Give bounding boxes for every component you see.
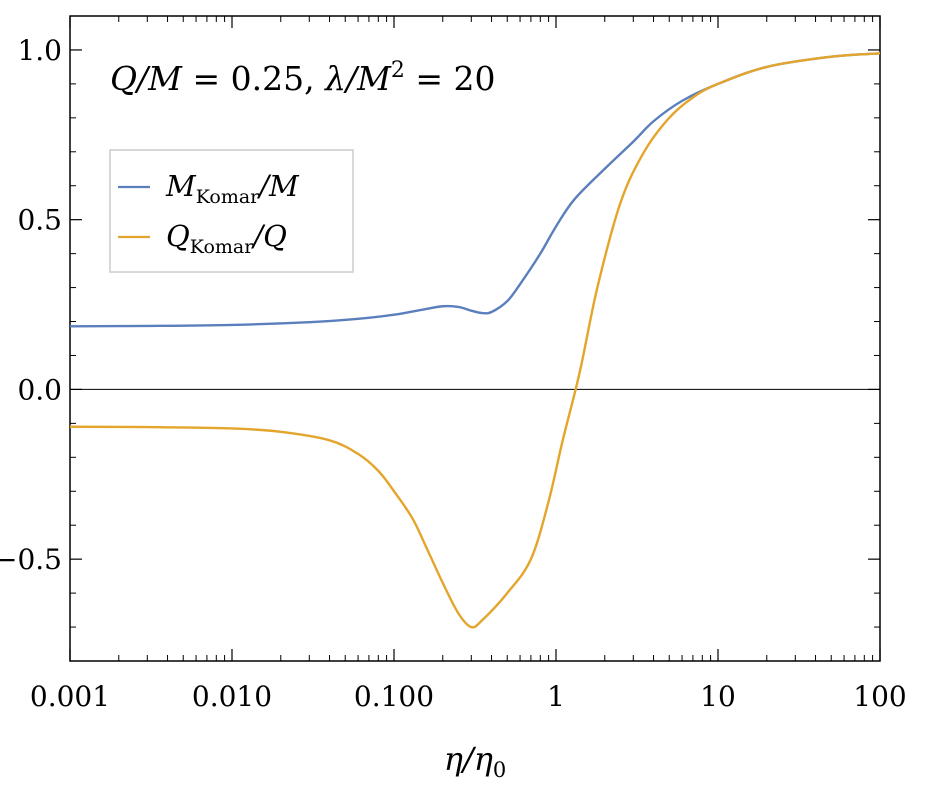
x-tick-label: 0.010 (192, 680, 272, 713)
series-line-m-komar (70, 52, 880, 328)
x-tick-label: 0.100 (354, 680, 434, 713)
y-tick-label: 1.0 (17, 34, 62, 67)
x-tick-label: 0.001 (30, 680, 110, 713)
parameter-annotation: Q/M = 0.25, λ/M2 = 20 (110, 58, 496, 98)
series-lines (70, 52, 880, 629)
major-ticks (69, 16, 881, 661)
annotation-val1: 0.25 (231, 59, 304, 98)
annotation-lhs2: λ/M (323, 59, 392, 98)
annotation-exp2: 2 (391, 58, 405, 83)
annotation-lhs1: Q/M (110, 59, 183, 98)
series-line-q-komar (70, 52, 880, 629)
y-tick-label: 0.0 (17, 373, 62, 406)
x-tick-labels: 0.001 0.010 0.100 1 10 100 (30, 680, 907, 713)
x-axis-label: η/η0 (444, 740, 507, 782)
x-tick-label: 1 (547, 680, 565, 713)
plot-frame (69, 15, 881, 662)
y-tick-labels: 1.0 0.5 0.0 −0.5 (0, 34, 62, 576)
legend-label-q-komar: QKomar/Q (166, 219, 287, 258)
legend: MKomar/M QKomar/Q (109, 149, 354, 273)
legend-box (109, 149, 354, 273)
annotation-val2: 20 (454, 59, 496, 98)
y-tick-label: −0.5 (0, 543, 62, 576)
minor-ticks (70, 16, 880, 661)
legend-label-m-komar: MKomar/M (165, 169, 300, 208)
x-tick-label: 10 (700, 680, 736, 713)
y-tick-label: 0.5 (17, 204, 62, 237)
x-tick-label: 100 (853, 680, 906, 713)
